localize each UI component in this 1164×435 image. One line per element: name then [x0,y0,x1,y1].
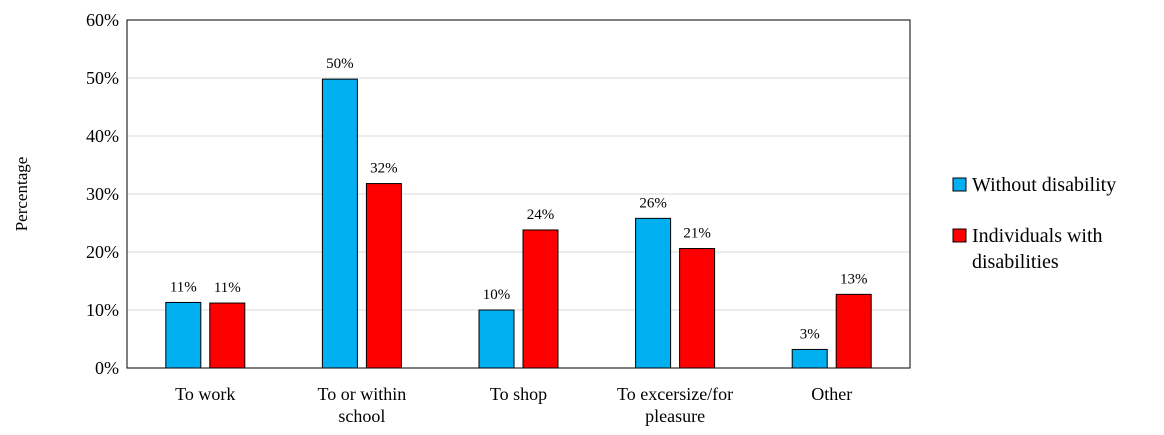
bar-with-disabilities [209,302,246,369]
bar-with-disabilities [679,248,716,369]
data-labels: 11% 11% 50% 32% 10% 24% 26% 21% 3% 13% [170,56,868,342]
y-tick-label: 30% [86,184,119,204]
x-category-label: To or within school [318,384,407,426]
data-label: 13% [840,271,868,287]
bar-without-disability [478,309,515,369]
bar-without-disability [635,217,672,369]
data-label: 24% [527,207,555,223]
bar-without-disability [791,348,828,369]
y-tick-label: 40% [86,126,119,146]
plot-frame [126,19,911,369]
y-axis-ticks: 0% 10% 20% 30% 40% 50% 60% [86,10,119,378]
x-category-label: To excersize/for pleasure [617,384,733,426]
y-tick-label: 50% [86,68,119,88]
bar-with-disabilities [522,229,559,369]
data-label: 11% [214,280,241,296]
data-label: 26% [639,195,667,211]
legend-swatch [952,177,967,192]
x-category-label: Other [811,384,852,404]
legend-label: Individuals with disabilities [972,225,1103,273]
x-axis-categories: To work To or within school To shop To excer… [175,384,852,426]
bars [165,78,872,369]
gridlines [127,77,910,311]
data-label: 10% [483,287,511,303]
data-label: 50% [326,56,354,72]
bar-with-disabilities [365,183,402,369]
bar-with-disabilities [835,293,872,369]
x-category-label: To work [175,384,235,404]
y-tick-label: 20% [86,242,119,262]
legend: Without disability Individuals with disabi… [952,174,1116,273]
y-tick-label: 0% [95,358,119,378]
y-tick-label: 60% [86,10,119,30]
data-label: 21% [683,226,711,242]
bar-without-disability [165,301,202,369]
data-label: 32% [370,161,398,177]
data-label: 3% [800,326,820,342]
data-label: 11% [170,279,197,295]
x-category-label: To shop [490,384,547,404]
y-tick-label: 10% [86,300,119,320]
legend-label: Without disability [972,174,1116,196]
legend-swatch [952,228,967,243]
bar-without-disability [321,78,358,369]
y-axis-label: Percentage [12,157,31,232]
